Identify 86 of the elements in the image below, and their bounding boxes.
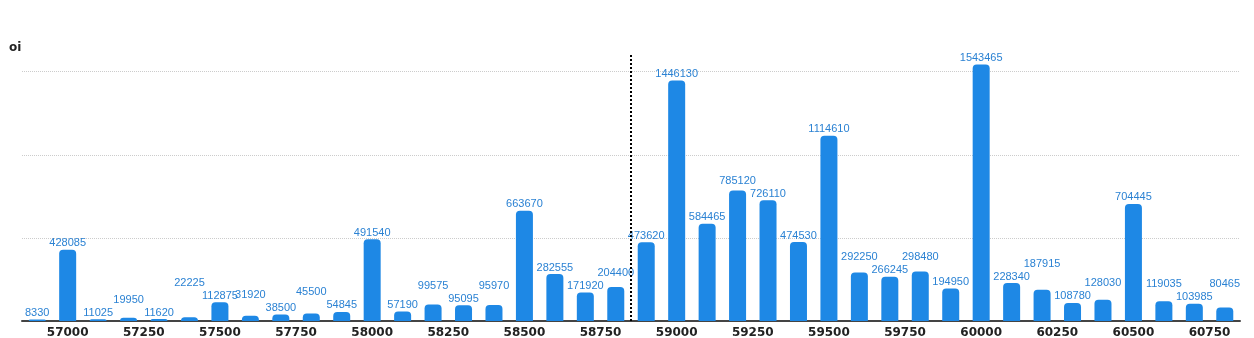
- data-label: 187915: [1023, 256, 1061, 269]
- x-tick-label: 57250: [122, 325, 165, 338]
- bar: [1003, 283, 1021, 321]
- bar: [59, 249, 77, 321]
- data-label: 1114610: [808, 122, 850, 135]
- x-tick-label: 57750: [275, 325, 317, 338]
- data-label: 99575: [417, 278, 449, 291]
- bar: [607, 287, 625, 321]
- x-tick-label: 60000: [960, 325, 1003, 338]
- data-label: 785120: [719, 173, 756, 186]
- bar: [1064, 302, 1082, 321]
- x-tick-label: 59000: [655, 325, 698, 338]
- data-label: 292250: [841, 250, 878, 263]
- data-label: 103985: [1175, 290, 1213, 303]
- bar: [455, 305, 473, 321]
- data-label: 45500: [295, 285, 327, 298]
- data-label: 726110: [750, 186, 786, 199]
- bar: [1155, 301, 1173, 321]
- bar: [1094, 299, 1112, 321]
- x-tick-label: 59750: [884, 325, 926, 338]
- data-label: 1446130: [655, 67, 699, 80]
- data-label: 584465: [688, 210, 726, 223]
- data-label: 204400: [597, 265, 635, 278]
- data-label: 8330: [24, 306, 50, 319]
- bar: [637, 242, 655, 321]
- data-label: 194950: [932, 275, 970, 288]
- data-label: 80465: [1209, 277, 1241, 290]
- data-label: 108780: [1054, 289, 1091, 302]
- data-label: 663670: [506, 197, 543, 210]
- x-tick-label: 58750: [579, 325, 622, 338]
- bar: [698, 223, 716, 321]
- bar: [515, 210, 533, 321]
- bar: [911, 271, 929, 321]
- data-label: 119035: [1145, 277, 1182, 290]
- bar: [729, 190, 747, 321]
- data-label: 11620: [144, 305, 174, 318]
- data-label: 95970: [478, 278, 510, 291]
- data-label: 19950: [113, 292, 144, 305]
- data-label: 282555: [536, 260, 574, 273]
- x-tick-label: 58000: [351, 325, 394, 338]
- bar: [394, 311, 412, 321]
- y-axis-title: oi: [9, 40, 22, 54]
- data-label: 491540: [353, 225, 391, 238]
- bar: [576, 292, 594, 321]
- data-label: 298480: [901, 250, 939, 263]
- data-label: 54845: [326, 298, 358, 311]
- data-label: 1543465: [959, 50, 1003, 63]
- bar: [424, 304, 442, 321]
- bar: [668, 80, 686, 321]
- x-tick-label: 57000: [46, 325, 89, 338]
- bar: [820, 135, 838, 321]
- x-tick-label: 60500: [1112, 325, 1155, 338]
- bar: [546, 274, 564, 321]
- bar: [850, 272, 868, 321]
- data-label: 128030: [1084, 276, 1122, 289]
- x-tick-label: 58500: [503, 325, 546, 338]
- data-label: 228340: [993, 269, 1030, 282]
- data-label: 474530: [780, 228, 817, 241]
- bar: [485, 305, 503, 321]
- data-label: 57190: [387, 297, 418, 310]
- bar: [881, 276, 899, 321]
- bar: [972, 64, 990, 321]
- data-label: 22225: [174, 275, 205, 288]
- data-label: 38500: [265, 301, 297, 314]
- x-tick-label: 58250: [427, 325, 470, 338]
- bar: [1124, 203, 1142, 321]
- bar: [333, 311, 351, 321]
- x-tick-label: 59500: [808, 325, 850, 338]
- data-label: 95095: [448, 291, 479, 304]
- x-tick-label: 60750: [1188, 325, 1231, 338]
- x-tick-label: 57500: [199, 325, 241, 338]
- data-label: 428085: [49, 236, 87, 249]
- data-label: 11025: [83, 305, 114, 318]
- data-label: 171920: [566, 278, 604, 291]
- x-tick-label: 60250: [1036, 325, 1079, 338]
- x-tick-label: 59250: [731, 325, 774, 338]
- bar: [211, 302, 229, 321]
- bar: [1033, 289, 1051, 321]
- data-label: 704445: [1115, 190, 1152, 203]
- bar: [759, 200, 777, 321]
- bar: [363, 239, 381, 321]
- bar: [1216, 307, 1234, 321]
- bar: [942, 288, 960, 321]
- bar: [1185, 303, 1203, 321]
- data-label: 266245: [871, 263, 909, 276]
- bar: [789, 242, 807, 321]
